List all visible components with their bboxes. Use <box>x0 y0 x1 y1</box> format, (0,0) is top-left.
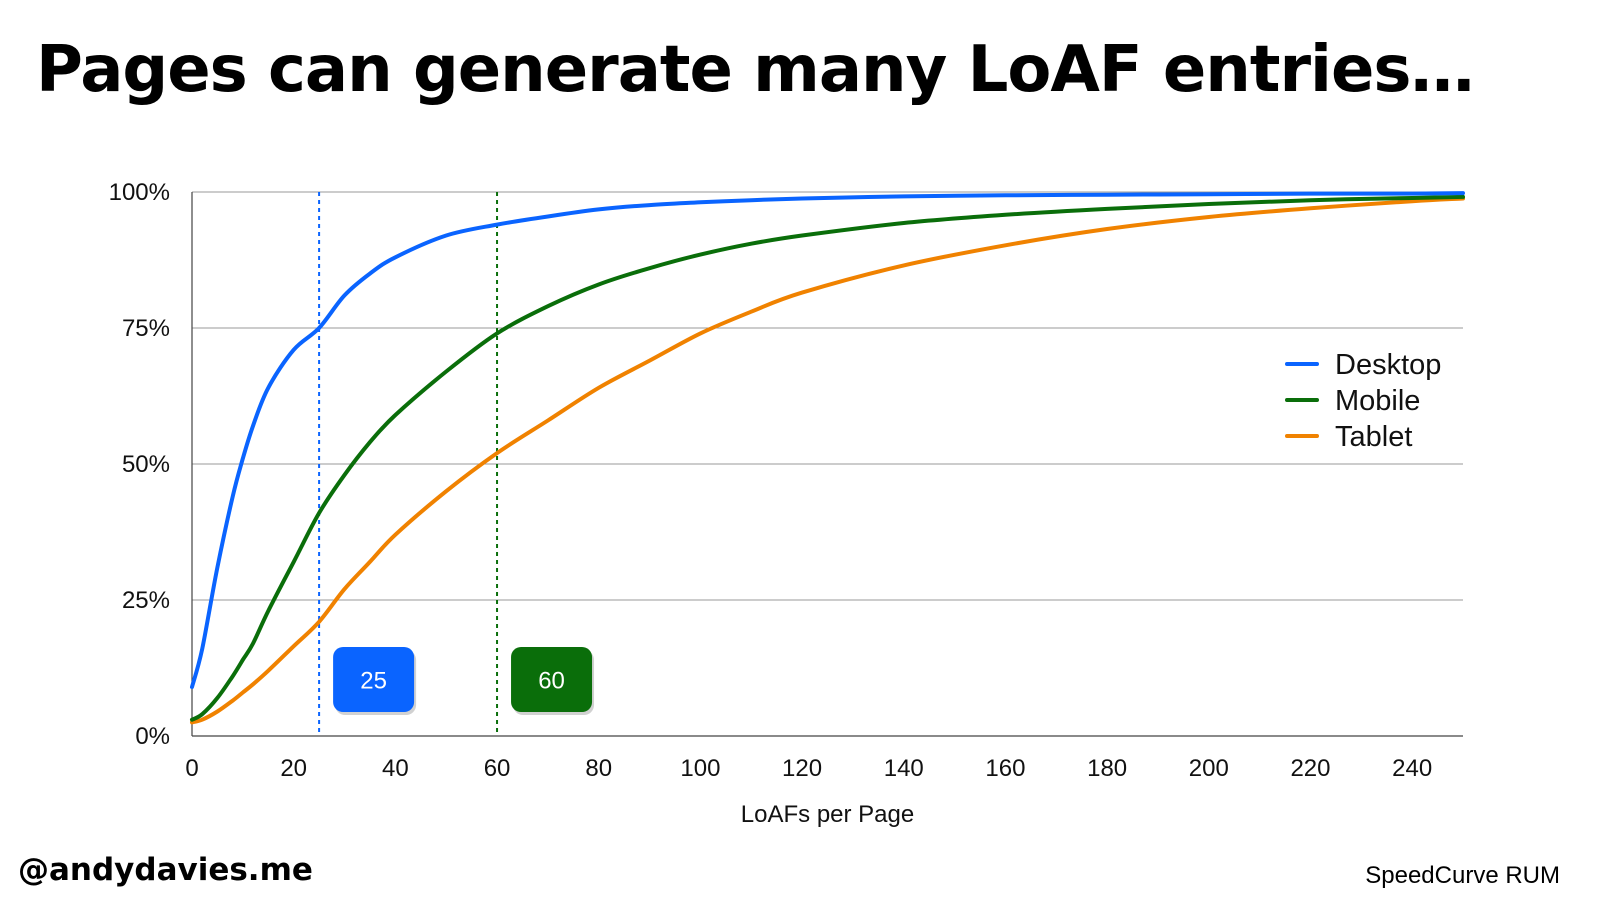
reference-badge-label: 60 <box>538 668 565 695</box>
series-line-desktop <box>190 191 1465 689</box>
y-tick-label: 75% <box>122 315 170 342</box>
reference-badge-label: 25 <box>360 668 387 695</box>
legend-label-mobile: Mobile <box>1335 385 1420 417</box>
legend-label-tablet: Tablet <box>1335 421 1412 453</box>
x-tick-label: 100 <box>680 755 720 782</box>
data-source-label: SpeedCurve RUM <box>1365 862 1560 889</box>
x-tick-label: 80 <box>585 755 612 782</box>
author-handle: @andydavies.me <box>18 852 313 888</box>
series-line-tablet <box>190 196 1465 725</box>
x-tick-label: 200 <box>1189 755 1229 782</box>
series-line-mobile <box>190 194 1465 722</box>
y-tick-label: 50% <box>122 451 170 478</box>
x-tick-label: 0 <box>185 755 198 782</box>
reference-badge-60 <box>511 647 593 712</box>
x-tick-label: 120 <box>782 755 822 782</box>
reference-badge-25 <box>333 647 415 712</box>
x-tick-label: 40 <box>382 755 409 782</box>
y-tick-label: 25% <box>122 587 170 614</box>
x-tick-label: 60 <box>484 755 511 782</box>
x-tick-label: 220 <box>1290 755 1330 782</box>
x-tick-label: 20 <box>280 755 307 782</box>
x-tick-label: 240 <box>1392 755 1432 782</box>
legend-label-desktop: Desktop <box>1335 349 1441 381</box>
slide-title: Pages can generate many LoAF entries… <box>36 33 1474 107</box>
x-axis-title: LoAFs per Page <box>741 801 914 828</box>
x-tick-label: 160 <box>985 755 1025 782</box>
x-tick-label: 180 <box>1087 755 1127 782</box>
y-tick-label: 0% <box>135 723 170 750</box>
x-tick-label: 140 <box>884 755 924 782</box>
y-tick-label: 100% <box>109 179 170 206</box>
